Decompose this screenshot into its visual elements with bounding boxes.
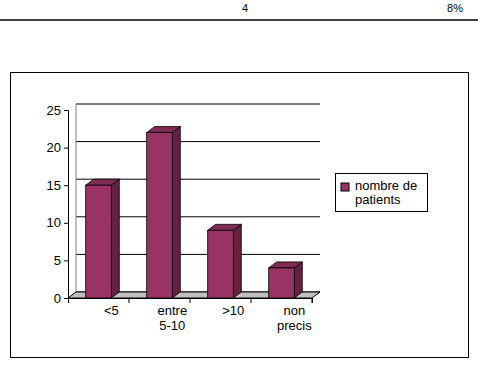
y-tick-label: 15 <box>47 178 61 193</box>
legend-label-line: patients <box>355 192 401 207</box>
y-tick-label: 25 <box>47 103 61 118</box>
bar <box>86 185 112 298</box>
bar-side <box>172 127 180 298</box>
x-tick-label-line: 5-10 <box>159 318 185 333</box>
table-border <box>0 19 478 21</box>
x-tick-label: entre5-10 <box>157 303 187 333</box>
bar-3d <box>147 127 181 298</box>
y-axis-line <box>64 111 69 299</box>
y-tick-mark <box>64 260 68 261</box>
y-tick-mark <box>64 223 68 224</box>
bar-side <box>111 179 119 298</box>
bar <box>147 133 173 298</box>
chart-frame <box>11 73 469 358</box>
grid-line <box>76 104 320 105</box>
y-tick: 20 <box>47 140 68 155</box>
x-tick-label: <5 <box>104 303 119 318</box>
x-tick: entre5-10 <box>157 298 190 333</box>
x-tick-label-line: non <box>283 303 305 318</box>
x-tick: <5 <box>104 298 129 318</box>
x-tick: >10 <box>222 298 251 318</box>
x-tick-mark <box>251 298 252 303</box>
legend-swatch <box>341 183 349 191</box>
bar-top <box>208 224 242 230</box>
y-tick-label: 10 <box>47 215 61 230</box>
y-tick: 5 <box>54 253 68 268</box>
y-tick-label: 5 <box>54 253 61 268</box>
x-tick-label-line: >10 <box>222 303 244 318</box>
x-tick-mark <box>190 298 191 303</box>
bar-top <box>147 127 181 133</box>
y-tick-mark <box>64 148 68 149</box>
x-tick-mark <box>312 298 313 303</box>
legend: nombre depatients <box>336 174 428 212</box>
y-tick: 25 <box>47 103 68 118</box>
back-wall <box>76 104 77 292</box>
x-tick-mark <box>129 298 130 303</box>
y-tick-mark <box>64 110 68 111</box>
grid <box>68 104 320 298</box>
bars <box>86 127 303 298</box>
legend-frame <box>336 174 428 212</box>
y-tick-label: 20 <box>47 140 61 155</box>
grid-line <box>76 141 320 142</box>
bar-side <box>233 224 241 298</box>
x-tick-label-line: <5 <box>104 303 119 318</box>
y-tick-label: 0 <box>54 291 61 306</box>
x-axis: <5 entre5-10 >10 nonprecis <box>69 298 313 333</box>
table-cell: 4 <box>242 2 248 14</box>
x-tick-label: nonprecis <box>277 303 312 333</box>
x-tick: nonprecis <box>277 298 312 333</box>
bar-top <box>269 262 303 268</box>
y-tick: 0 <box>54 291 68 306</box>
bar-3d <box>208 224 242 298</box>
y-axis: 0 5 10 15 20 25 <box>47 103 69 306</box>
bar-top <box>86 179 120 185</box>
bar-3d <box>269 262 303 298</box>
y-tick-mark <box>64 185 68 186</box>
x-tick-label-line: precis <box>277 318 312 333</box>
y-tick: 10 <box>47 215 68 230</box>
table-cell: 8% <box>447 2 463 14</box>
legend-label: nombre depatients <box>355 178 417 207</box>
x-tick-label: >10 <box>222 303 244 318</box>
y-tick-mark <box>64 298 68 299</box>
x-tick-label-line: entre <box>157 303 187 318</box>
chart: 4 8% 0 5 10 15 20 25 <5 entre5-10 >10 nonprecis nomb… <box>0 0 478 365</box>
y-tick: 15 <box>47 178 68 193</box>
bar <box>208 230 234 298</box>
bar-3d <box>86 179 120 298</box>
bar <box>269 268 295 298</box>
legend-label-line: nombre de <box>355 178 417 193</box>
